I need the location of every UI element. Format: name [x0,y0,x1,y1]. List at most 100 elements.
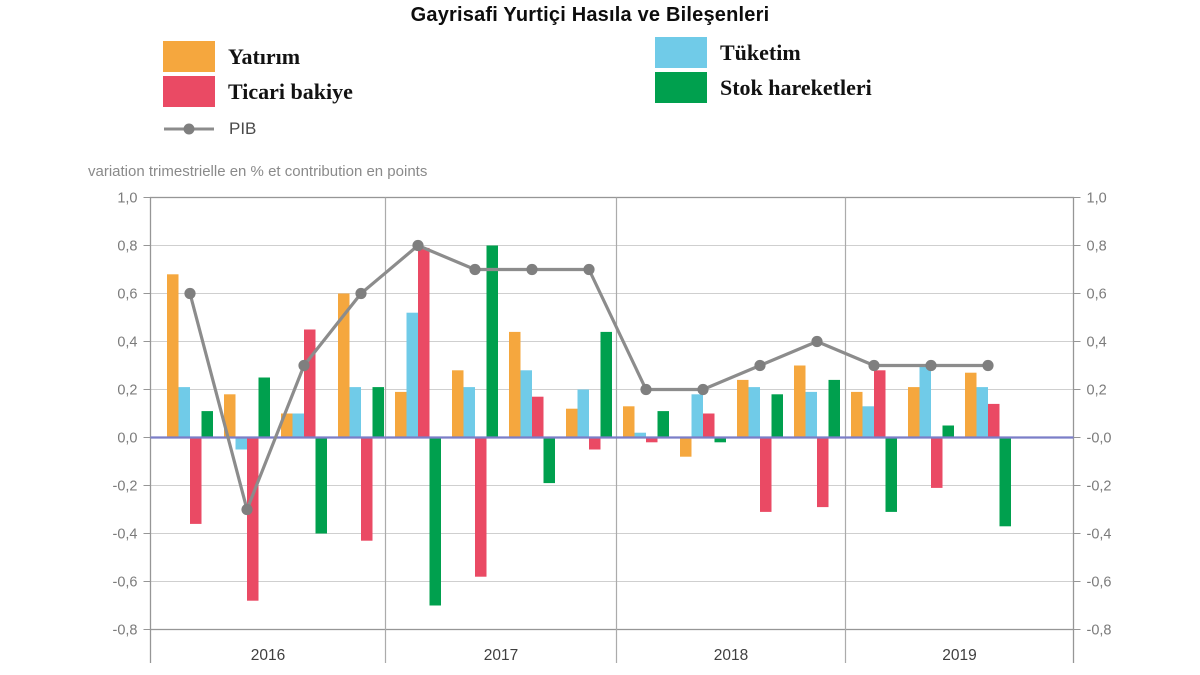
bar-series-2 [178,312,988,450]
bar-series-1 [167,274,977,457]
pib-point [754,359,766,372]
bar [418,247,430,438]
legend-label-tuketim: Tüketim [720,39,801,65]
bar [258,377,270,438]
bar-groups [167,245,1011,606]
bar [862,406,874,438]
legend-label-stok-hareketleri: Stok hareketleri [720,74,872,100]
year-label: 2016 [251,647,285,664]
bar [247,437,259,601]
bar [520,370,532,438]
pib-point [355,287,367,300]
legend-label-pib: PIB [229,119,257,138]
bar [737,379,749,438]
pib-line-series [184,239,994,516]
bar [292,413,304,438]
pib-point [868,359,880,372]
bar-series-4 [201,245,1011,606]
bar [942,425,954,438]
bar [908,387,920,438]
bar [817,437,829,508]
bar [543,437,555,484]
bar [406,312,418,438]
y-tick-label-right: -0,4 [1087,527,1112,543]
bar [486,245,498,438]
bar [235,437,247,450]
y-tick-label-right: 0,2 [1087,383,1107,399]
y-tick-label-left: 0,6 [117,287,137,303]
chart-title: Gayrisafi Yurtiçi Hasıla ve Bileşenleri [410,4,770,26]
y-tick-label-right: 0,8 [1087,239,1107,255]
bar [988,403,1000,438]
bar [851,391,863,438]
axis-unit-caption: variation trimestrielle en % et contribu… [88,163,428,180]
bar [805,391,817,438]
y-tick-label-left: 0,2 [117,383,137,399]
bar [566,408,578,438]
bar [315,437,327,534]
bar [680,437,692,457]
pib-point [469,263,481,276]
pib-point [640,383,652,396]
year-label: 2017 [484,647,518,664]
bar [577,389,589,438]
bar [999,437,1011,527]
bar [965,372,977,438]
y-tick-label-left: -0,6 [113,575,138,591]
bar [509,331,521,438]
year-label: 2019 [942,647,976,664]
bar [828,379,840,438]
y-tick-label-right: 0,4 [1087,335,1107,351]
legend-label-ticari-bakiye: Ticari bakiye [228,78,353,104]
bar [532,396,544,438]
legend-column-right: Tüketim Stok hareketleri [655,36,872,106]
bar [600,331,612,438]
bar [349,387,361,438]
legend-swatch-stok-hareketleri [655,72,707,103]
bar [703,413,715,438]
legend-swatch-yatirim [163,41,215,72]
pib-point [184,287,196,300]
bar [919,365,931,438]
x-year-labels: 2016 2017 2018 2019 [251,647,977,664]
y-tick-label-left: -0,2 [113,479,138,495]
legend-label-yatirim: Yatırım [228,43,301,69]
legend-column-left: Yatırım Ticari bakiye PIB [163,40,353,142]
bar [452,370,464,438]
y-tick-label-right: -0,2 [1087,479,1112,495]
y-tick-label-right: 0,6 [1087,287,1107,303]
bar [304,329,316,438]
bar [623,406,635,438]
pib-point [982,359,994,372]
bar [657,411,669,438]
bar [714,437,726,443]
bar [874,370,886,438]
y-tick-label-left: 1,0 [117,191,137,207]
pib-point [697,383,709,396]
bar [361,437,373,541]
bar [190,437,202,524]
pib-point [412,239,424,252]
y-tick-label-right: -0,6 [1087,575,1112,591]
bar [976,387,988,438]
pib-line-marker-icon [164,123,214,135]
pib-point [241,503,253,516]
y-tick-labels: 1,0 1,0 0,8 0,8 0,6 0,6 0,4 0,4 0,2 0,2 0,0 -0,0 -0,… [113,191,1112,639]
legend-swatch-ticari-bakiye [163,76,215,107]
y-tick-label-right: 1,0 [1087,191,1107,207]
pib-point [526,263,538,276]
pib-point [583,263,595,276]
legend-swatch-tuketim [655,37,707,68]
bar [429,437,441,606]
legend-item-stok-hareketleri: Stok hareketleri [655,71,872,104]
plot-frame [149,196,1075,663]
legend-item-yatirim: Yatırım [163,40,353,73]
y-tick-label-left: 0,8 [117,239,137,255]
bar [760,437,772,512]
bar-series-3 [190,247,1000,601]
bar [281,413,293,438]
bar [931,437,943,488]
bar [372,387,384,438]
